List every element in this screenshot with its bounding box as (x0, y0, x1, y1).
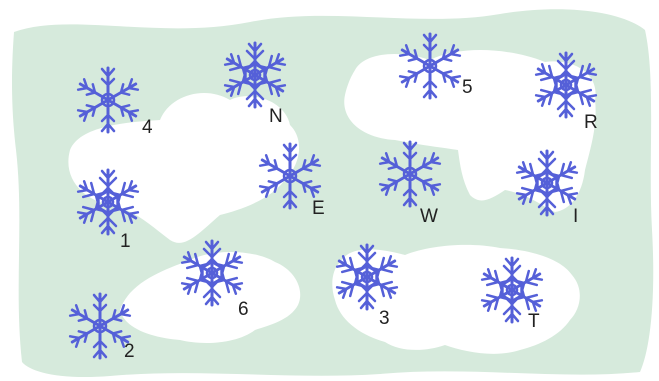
snowflake-label: 1 (120, 231, 131, 252)
snowflake-icon (378, 140, 442, 208)
snowflake-label: W (420, 206, 438, 227)
snowflake-icon (223, 41, 287, 109)
snowflake-label: T (528, 311, 540, 332)
snowflake-icon (398, 32, 462, 100)
snowflake-icon (534, 51, 598, 119)
snowflake-icon (76, 168, 140, 236)
snowflake-icon (515, 149, 579, 217)
snowflake-label: 2 (124, 341, 135, 362)
snowflake-icon (68, 292, 132, 360)
snowflake-label: 4 (142, 117, 153, 138)
snowflake-label: E (312, 198, 325, 219)
snowflake-icon (480, 256, 544, 324)
snowflake-icon (180, 239, 244, 307)
cloud-bottom-right (332, 244, 580, 354)
snowflake-label: 5 (462, 77, 473, 98)
snowflake-label: I (573, 206, 579, 227)
snowflake-label: R (584, 112, 598, 133)
snowflake-label: 6 (238, 299, 249, 320)
snowflake-icon (258, 142, 322, 210)
snowflake-label: N (269, 106, 283, 127)
snowflake-icon (76, 66, 140, 134)
cloud-left (68, 92, 300, 243)
snowflake-label: 3 (379, 308, 390, 329)
snowflake-icon (335, 243, 399, 311)
